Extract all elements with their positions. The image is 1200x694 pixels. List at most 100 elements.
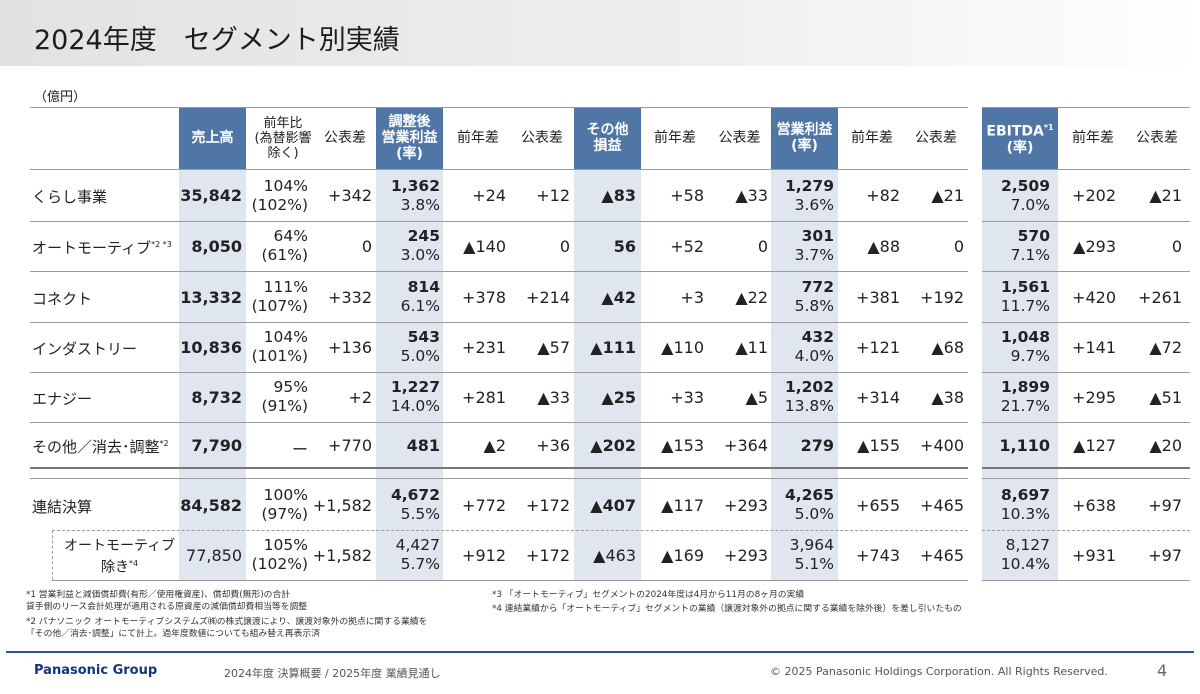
yoy-ratio: 105% (102%) bbox=[251, 536, 308, 573]
header-op: 営業利益 (率) bbox=[771, 107, 838, 169]
op-plan: ▲68 bbox=[931, 338, 964, 357]
other-value: ▲83 bbox=[601, 186, 636, 205]
op-value: 3,964 5.1% bbox=[789, 536, 834, 573]
adj-yoy: +231 bbox=[462, 338, 506, 357]
sales-value: 8,050 bbox=[191, 237, 242, 256]
footnote-3: *3 「オートモーティブ」セグメントの2024年度は4月から11月の8ヶ月の実績 bbox=[492, 590, 805, 600]
adj-op-value: 245 3.0% bbox=[400, 227, 440, 264]
other-yoy: ▲153 bbox=[661, 436, 704, 455]
op-yoy: +655 bbox=[856, 496, 900, 515]
other-plan: +364 bbox=[724, 436, 768, 455]
other-plan: 0 bbox=[757, 237, 768, 256]
footer-rule bbox=[6, 651, 1194, 653]
other-yoy: ▲110 bbox=[661, 338, 704, 357]
header-sales-plan: 公表差 bbox=[324, 130, 366, 146]
op-value: 1,202 13.8% bbox=[784, 378, 834, 415]
header-other-yoy: 前年差 bbox=[654, 130, 696, 146]
op-value: 432 4.0% bbox=[794, 328, 834, 365]
sales-value: 13,332 bbox=[180, 288, 242, 307]
sales-value: 84,582 bbox=[180, 496, 242, 515]
other-plan: ▲11 bbox=[735, 338, 768, 357]
ebitda-plan: +261 bbox=[1138, 288, 1182, 307]
subtotal-rule-e bbox=[982, 467, 1190, 469]
ebitda-plan: ▲51 bbox=[1149, 388, 1182, 407]
other-yoy: ▲117 bbox=[661, 496, 704, 515]
op-value: 772 5.8% bbox=[794, 278, 834, 315]
header-ebitda-plan: 公表差 bbox=[1136, 130, 1178, 146]
ebitda-plan: ▲20 bbox=[1149, 436, 1182, 455]
adj-yoy: ▲2 bbox=[483, 436, 506, 455]
op-plan: 0 bbox=[953, 237, 964, 256]
other-yoy: ▲169 bbox=[661, 546, 704, 565]
sales-value: 10,836 bbox=[180, 338, 242, 357]
header-op-plan: 公表差 bbox=[915, 130, 957, 146]
page-number: 4 bbox=[1157, 661, 1168, 680]
row-label-excluding: オートモーティブ 除き*4 bbox=[64, 538, 176, 576]
other-value: ▲42 bbox=[601, 288, 636, 307]
other-value: ▲111 bbox=[590, 338, 636, 357]
op-plan: ▲21 bbox=[931, 186, 964, 205]
adj-yoy: +281 bbox=[462, 388, 506, 407]
op-plan: ▲38 bbox=[931, 388, 964, 407]
other-plan: +293 bbox=[724, 496, 768, 515]
adj-plan: ▲57 bbox=[537, 338, 570, 357]
header-op-yoy: 前年差 bbox=[851, 130, 893, 146]
sales-plan-diff: 0 bbox=[361, 237, 372, 256]
op-yoy: +381 bbox=[856, 288, 900, 307]
adj-plan: ▲33 bbox=[537, 388, 570, 407]
op-value: 1,279 3.6% bbox=[784, 177, 834, 214]
copyright: © 2025 Panasonic Holdings Corporation. A… bbox=[770, 665, 1108, 678]
op-yoy: +743 bbox=[856, 546, 900, 565]
header-bottom-rule bbox=[30, 169, 968, 170]
adj-op-value: 1,227 14.0% bbox=[390, 378, 440, 415]
adj-yoy: ▲140 bbox=[463, 237, 506, 256]
row-rule-1-e bbox=[982, 221, 1190, 222]
row-label: エナジー bbox=[32, 390, 93, 408]
op-value: 279 bbox=[800, 436, 834, 455]
adj-plan: 0 bbox=[559, 237, 570, 256]
yoy-ratio: 64% (61%) bbox=[261, 227, 308, 264]
sales-column-bg bbox=[179, 107, 246, 580]
ebitda-plan: +97 bbox=[1148, 546, 1182, 565]
sales-plan-diff: +136 bbox=[328, 338, 372, 357]
op-value: 301 3.7% bbox=[794, 227, 834, 264]
sales-value: 77,850 bbox=[186, 546, 242, 565]
ebitda-value: 1,561 11.7% bbox=[1000, 278, 1050, 315]
adj-op-column-bg bbox=[376, 107, 443, 580]
other-plan: +293 bbox=[724, 546, 768, 565]
yoy-ratio: ー bbox=[291, 440, 308, 459]
adj-op-value: 543 5.0% bbox=[400, 328, 440, 365]
row-label-consolidated: 連結決算 bbox=[32, 498, 93, 516]
row-rule-3 bbox=[30, 322, 968, 323]
adj-op-value: 4,672 5.5% bbox=[390, 486, 440, 523]
adj-plan: +12 bbox=[536, 186, 570, 205]
adj-yoy: +772 bbox=[462, 496, 506, 515]
ebitda-yoy: +295 bbox=[1072, 388, 1116, 407]
ebitda-plan: 0 bbox=[1171, 237, 1182, 256]
ebitda-plan: ▲72 bbox=[1149, 338, 1182, 357]
ebitda-value: 8,127 10.4% bbox=[1000, 536, 1050, 573]
header-top-rule bbox=[30, 107, 968, 108]
sales-value: 35,842 bbox=[180, 186, 242, 205]
row-rule-5-e bbox=[982, 422, 1190, 423]
other-column-bg bbox=[574, 107, 641, 580]
sales-plan-diff: +1,582 bbox=[312, 546, 372, 565]
other-plan: ▲5 bbox=[745, 388, 768, 407]
yoy-ratio: 111% (107%) bbox=[251, 278, 308, 315]
total-dashed-vrule bbox=[52, 530, 53, 580]
adj-plan: +214 bbox=[526, 288, 570, 307]
other-yoy: +52 bbox=[670, 237, 704, 256]
other-yoy: +58 bbox=[670, 186, 704, 205]
ebitda-value: 570 7.1% bbox=[1010, 227, 1050, 264]
op-plan: +192 bbox=[920, 288, 964, 307]
footnote-1: *1 営業利益と減価償却費(有形／使用権資産)、償却費(無形)の合計 貸手側のリ… bbox=[26, 590, 308, 612]
row-rule-1 bbox=[30, 221, 968, 222]
header-other-plan: 公表差 bbox=[718, 130, 761, 146]
header-ebitda-yoy: 前年差 bbox=[1072, 130, 1114, 146]
op-yoy: ▲155 bbox=[857, 436, 900, 455]
total-top-rule bbox=[30, 478, 968, 479]
adj-plan: +172 bbox=[526, 496, 570, 515]
adj-op-value: 1,362 3.8% bbox=[390, 177, 440, 214]
ebitda-column-bg bbox=[982, 107, 1058, 580]
ebitda-yoy: ▲293 bbox=[1073, 237, 1116, 256]
